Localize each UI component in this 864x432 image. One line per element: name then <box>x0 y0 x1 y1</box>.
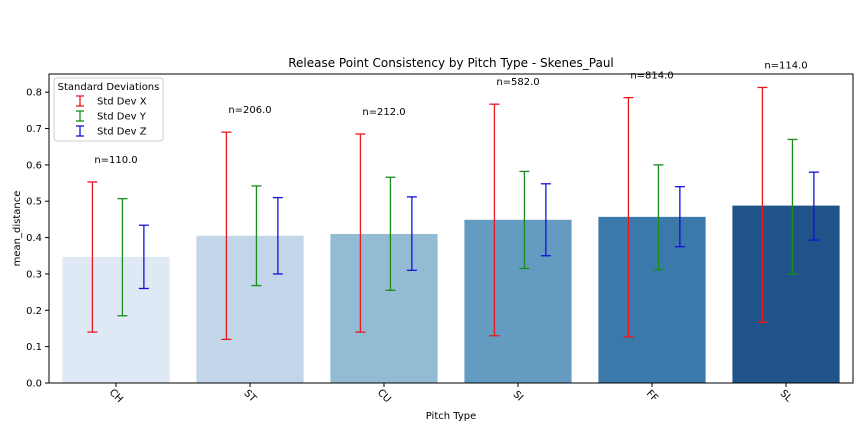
y-tick-label: 0.4 <box>26 233 42 244</box>
error-bars-group <box>87 86 819 341</box>
bars-group <box>62 205 840 383</box>
x-axis: CH ST CU SI FF SL <box>107 383 794 405</box>
bar-si <box>464 219 572 383</box>
count-label-sl: n=114.0 <box>764 60 807 71</box>
y-tick-label: 0.0 <box>26 379 42 390</box>
legend-label-std-dev-y: Std Dev Y <box>97 112 147 123</box>
x-tick-label-si: SI <box>511 389 525 403</box>
bar-cu <box>330 233 438 383</box>
x-tick-label-st: ST <box>241 388 258 405</box>
y-tick-label: 0.8 <box>26 88 42 99</box>
x-tick-label-ff: FF <box>644 388 660 404</box>
legend-title: Standard Deviations <box>58 82 160 93</box>
legend: Standard Deviations Std Dev X Std Dev Y St… <box>53 77 164 142</box>
bar-st <box>196 235 304 383</box>
count-label-ch: n=110.0 <box>94 155 137 166</box>
y-tick-label: 0.2 <box>26 306 42 317</box>
bar-ch <box>62 256 170 383</box>
y-tick-label: 0.7 <box>26 124 42 135</box>
y-axis: 0.0 0.1 0.2 0.3 0.4 0.5 0.6 0.7 0.8 <box>26 88 49 390</box>
count-label-si: n=582.0 <box>496 77 539 88</box>
count-label-st: n=206.0 <box>228 105 271 116</box>
bar-sl <box>732 205 840 383</box>
x-tick-label-cu: CU <box>375 387 393 405</box>
x-tick-label-ch: CH <box>107 387 125 405</box>
chart-title: Release Point Consistency by Pitch Type … <box>288 56 614 70</box>
count-label-cu: n=212.0 <box>362 107 405 118</box>
legend-label-std-dev-x: Std Dev X <box>97 97 147 108</box>
plot-frame <box>48 73 854 384</box>
count-labels-group: n=110.0 n=206.0 n=212.0 n=582.0 n=814.0 n=114… <box>94 60 807 166</box>
x-tick-label-sl: SL <box>778 388 795 405</box>
legend-box <box>53 77 164 142</box>
x-axis-label: Pitch Type <box>426 411 477 422</box>
y-tick-label: 0.5 <box>26 197 42 208</box>
y-tick-label: 0.6 <box>26 160 42 171</box>
count-label-ff: n=814.0 <box>630 71 673 82</box>
y-tick-label: 0.1 <box>26 342 42 353</box>
y-axis-label: mean_distance <box>12 191 23 267</box>
bar-ff <box>598 216 706 383</box>
legend-label-std-dev-z: Std Dev Z <box>97 127 147 138</box>
y-tick-label: 0.3 <box>26 269 42 280</box>
